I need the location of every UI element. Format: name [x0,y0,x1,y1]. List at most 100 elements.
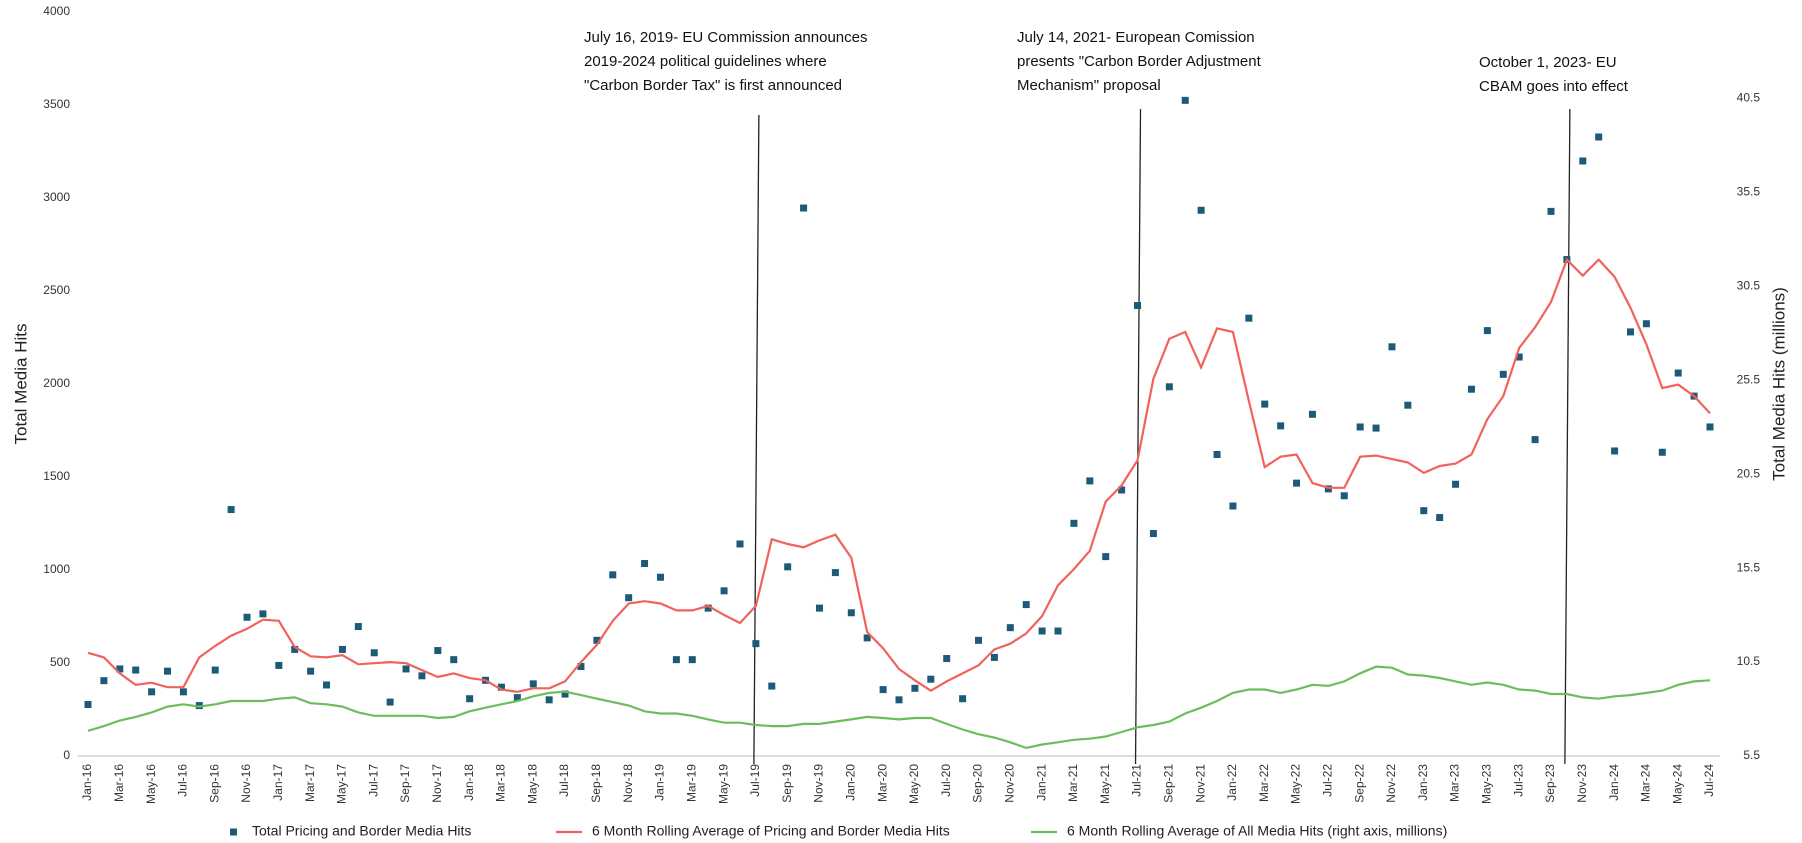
x-tick-label: Jan-18 [462,764,476,801]
scatter-point [1626,328,1634,336]
annotation-text: Mechanism" proposal [1017,77,1161,94]
x-tick-label: May-20 [907,764,921,804]
scatter-point [1165,383,1173,391]
scatter-point [148,688,156,696]
x-tick-label: May-21 [1098,764,1112,804]
scatter-point [641,559,649,567]
annotation-text: CBAM goes into effect [1479,78,1629,95]
x-tick-label: Sep-22 [1352,764,1366,803]
annotation-text: July 16, 2019- EU Commission announces [584,29,867,46]
scatter-point [1229,502,1237,510]
scatter-point [116,665,124,673]
scatter-point [927,675,935,683]
scatter-point [895,696,903,704]
x-tick-label: Jul-23 [1511,764,1525,797]
scatter-point [1531,436,1539,444]
x-tick-label: May-17 [335,764,349,804]
annotation-line [753,114,760,765]
scatter-point [688,656,696,664]
annotation-text: July 14, 2021- European Comission [1017,29,1255,46]
x-tick-label: Jan-17 [271,764,285,801]
scatter-point [1706,423,1714,431]
scatter-point [1404,401,1412,409]
scatter-point [768,682,776,690]
scatter-point [672,656,680,664]
x-tick-label: Jul-17 [366,764,380,797]
scatter-point [1372,424,1380,432]
scatter-point [577,663,585,671]
scatter-point [338,645,346,653]
scatter-point [418,672,426,680]
x-tick-label: Sep-23 [1543,764,1557,803]
x-tick-label: Mar-18 [494,764,508,802]
scatter-point [1674,369,1682,377]
x-tick-label: Nov-22 [1384,764,1398,803]
scatter-point [1388,343,1396,351]
scatter-point [1452,480,1460,488]
line-series [87,665,1711,750]
scatter-point [831,569,839,577]
scatter-point [1658,448,1666,456]
scatter-point [466,695,474,703]
x-tick-label: Nov-17 [430,764,444,803]
x-tick-label: Mar-20 [875,764,889,802]
scatter-point [1467,385,1475,393]
line-series [87,257,1711,693]
scatter-point [179,688,187,696]
scatter-point [1022,601,1030,609]
scatter-point [243,613,251,621]
x-tick-label: Mar-24 [1639,764,1653,802]
x-tick-label: Jan-24 [1607,764,1621,801]
scatter-point [259,610,267,618]
y-tick-label: 3000 [43,190,70,204]
scatter-point [386,698,394,706]
scatter-point [100,677,108,685]
scatter-point [1038,627,1046,635]
x-tick-label: Jul-16 [176,764,190,797]
scatter-point [1006,624,1014,632]
scatter-point [1547,207,1555,215]
scatter-point [545,696,553,704]
scatter-point [609,571,617,579]
x-tick-label: May-16 [144,764,158,804]
x-tick-label: Sep-21 [1162,764,1176,803]
scatter-point [1149,530,1157,538]
x-tick-label: Nov-16 [239,764,253,803]
x-tick-label: Mar-21 [1066,764,1080,802]
scatter-point [497,683,505,691]
scatter-point [752,640,760,648]
scatter-point [975,636,983,644]
scatter-point [132,666,140,674]
x-tick-label: Sep-20 [971,764,985,803]
x-tick-label: Jul-21 [1130,764,1144,797]
scatter-point [1324,485,1332,493]
scatter-point [784,563,792,571]
x-tick-label: Jan-21 [1034,764,1048,801]
legend-marker [230,828,237,836]
x-tick-label: Mar-19 [684,764,698,802]
x-tick-label: May-24 [1670,764,1684,804]
annotation-text: presents "Carbon Border Adjustment [1017,53,1262,70]
x-tick-label: May-22 [1289,764,1303,804]
x-tick-label: Jan-20 [843,764,857,801]
legend-label: Total Pricing and Border Media Hits [252,823,471,839]
scatter-point [1181,96,1189,104]
x-tick-label: Jan-19 [653,764,667,801]
y2-tick-label: 20.5 [1737,466,1761,480]
x-tick-label: Nov-20 [1002,764,1016,803]
x-tick-label: Jul-20 [939,764,953,797]
scatter-point [815,604,823,612]
scatter-point [1499,370,1507,378]
y2-tick-label: 10.5 [1737,654,1761,668]
y2-tick-label: 5.5 [1743,748,1760,762]
y-tick-label: 4000 [43,4,70,18]
scatter-point [593,636,601,644]
annotation-line [1134,108,1142,765]
annotation-text: "Carbon Border Tax" is first announced [584,77,842,94]
x-tick-label: Mar-17 [303,764,317,802]
scatter-point [291,645,299,653]
y-tick-label: 0 [63,748,70,762]
y2-axis-label: Total Media Hits (millions) [1769,287,1788,481]
scatter-point [943,655,951,663]
scatter-point [529,680,537,688]
